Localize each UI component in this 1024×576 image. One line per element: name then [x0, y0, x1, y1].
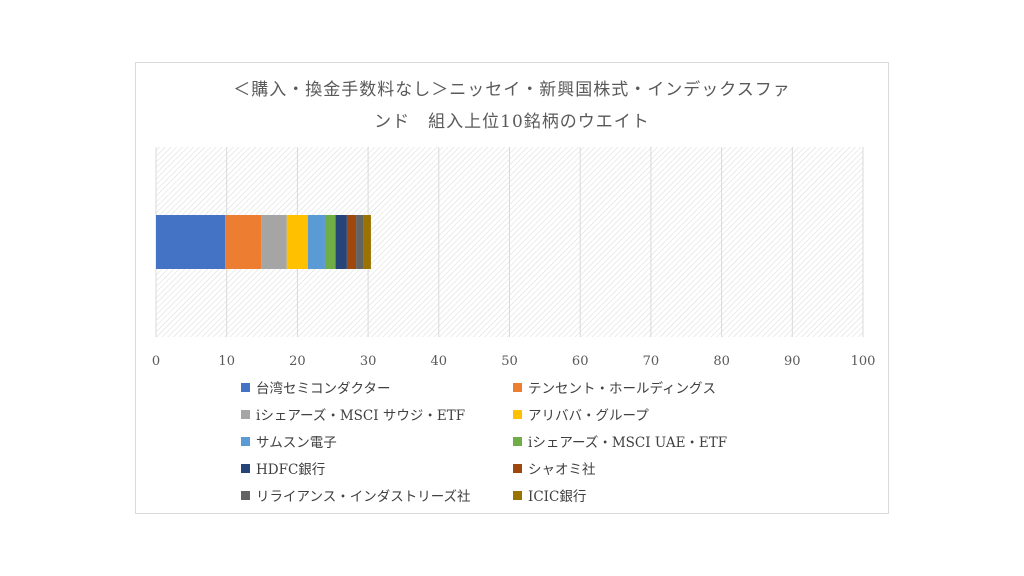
legend-item: HDFC銀行: [241, 458, 325, 478]
bar-segment-4: [286, 215, 309, 269]
bar-segment-9: [356, 215, 364, 269]
bar-segment-2: [225, 215, 262, 269]
x-tick-label: 0: [152, 354, 160, 369]
x-tick-label: 20: [289, 354, 306, 369]
legend-swatch: [513, 436, 522, 446]
legend-item: テンセント・ホールディングス: [513, 377, 716, 397]
x-tick-label: 30: [360, 354, 377, 369]
chart-title-line-2: ンド 組入上位10銘柄のウエイト: [374, 112, 650, 132]
legend-label: iシェアーズ・MSCI サウジ・ETF: [256, 408, 466, 424]
legend-item: 台湾セミコンダクター: [241, 377, 390, 397]
legend-swatch: [513, 463, 522, 473]
legend-label: リライアンス・インダストリーズ社: [256, 489, 471, 505]
legend-swatch: [241, 490, 250, 500]
legend-swatch: [241, 409, 250, 419]
bar-segment-3: [261, 215, 287, 269]
legend-label: 台湾セミコンダクター: [256, 381, 391, 397]
legend-item: iシェアーズ・MSCI サウジ・ETF: [241, 404, 465, 424]
legend-item: サムスン電子: [241, 431, 337, 451]
x-tick-label: 100: [851, 354, 876, 369]
legend-label: アリババ・グループ: [528, 408, 649, 424]
legend-label: シャオミ社: [528, 462, 596, 478]
legend-swatch: [241, 382, 250, 392]
x-tick-label: 80: [713, 354, 730, 369]
legend-swatch: [513, 382, 522, 392]
chart-frame: ＜購入・換金手数料なし＞ニッセイ・新興国株式・インデックスファ ンド 組入上位1…: [135, 62, 889, 514]
bar-segment-10: [363, 215, 371, 269]
legend-item: ICIC銀行: [513, 485, 586, 505]
legend-item: アリババ・グループ: [513, 404, 649, 424]
legend-item: リライアンス・インダストリーズ社: [241, 485, 471, 505]
legend-swatch: [241, 436, 250, 446]
x-tick-label: 40: [431, 354, 448, 369]
legend-label: HDFC銀行: [256, 462, 326, 478]
legend-item: iシェアーズ・MSCI UAE・ETF: [513, 431, 727, 451]
x-tick-label: 90: [784, 354, 801, 369]
x-tick-label: 10: [218, 354, 235, 369]
legend-swatch: [241, 463, 250, 473]
x-tick-label: 50: [501, 354, 518, 369]
chart-title-line-1: ＜購入・換金手数料なし＞ニッセイ・新興国株式・インデックスファ: [233, 80, 791, 100]
legend-swatch: [513, 409, 522, 419]
bar-segment-1: [156, 215, 226, 269]
bar-segment-5: [308, 215, 325, 269]
legend-swatch: [513, 490, 522, 500]
bar-segment-8: [346, 215, 357, 269]
legend-label: iシェアーズ・MSCI UAE・ETF: [528, 435, 728, 451]
x-tick-label: 60: [572, 354, 589, 369]
x-tick-label: 70: [643, 354, 660, 369]
legend-label: ICIC銀行: [528, 489, 587, 505]
bar-segment-7: [335, 215, 347, 269]
legend-item: シャオミ社: [513, 458, 596, 478]
bar-segment-6: [324, 215, 336, 269]
plot-area: 0 10 20 30 40 50 60 70 80 90 100: [152, 147, 876, 369]
legend-label: テンセント・ホールディングス: [528, 381, 717, 397]
legend-label: サムスン電子: [256, 435, 337, 451]
